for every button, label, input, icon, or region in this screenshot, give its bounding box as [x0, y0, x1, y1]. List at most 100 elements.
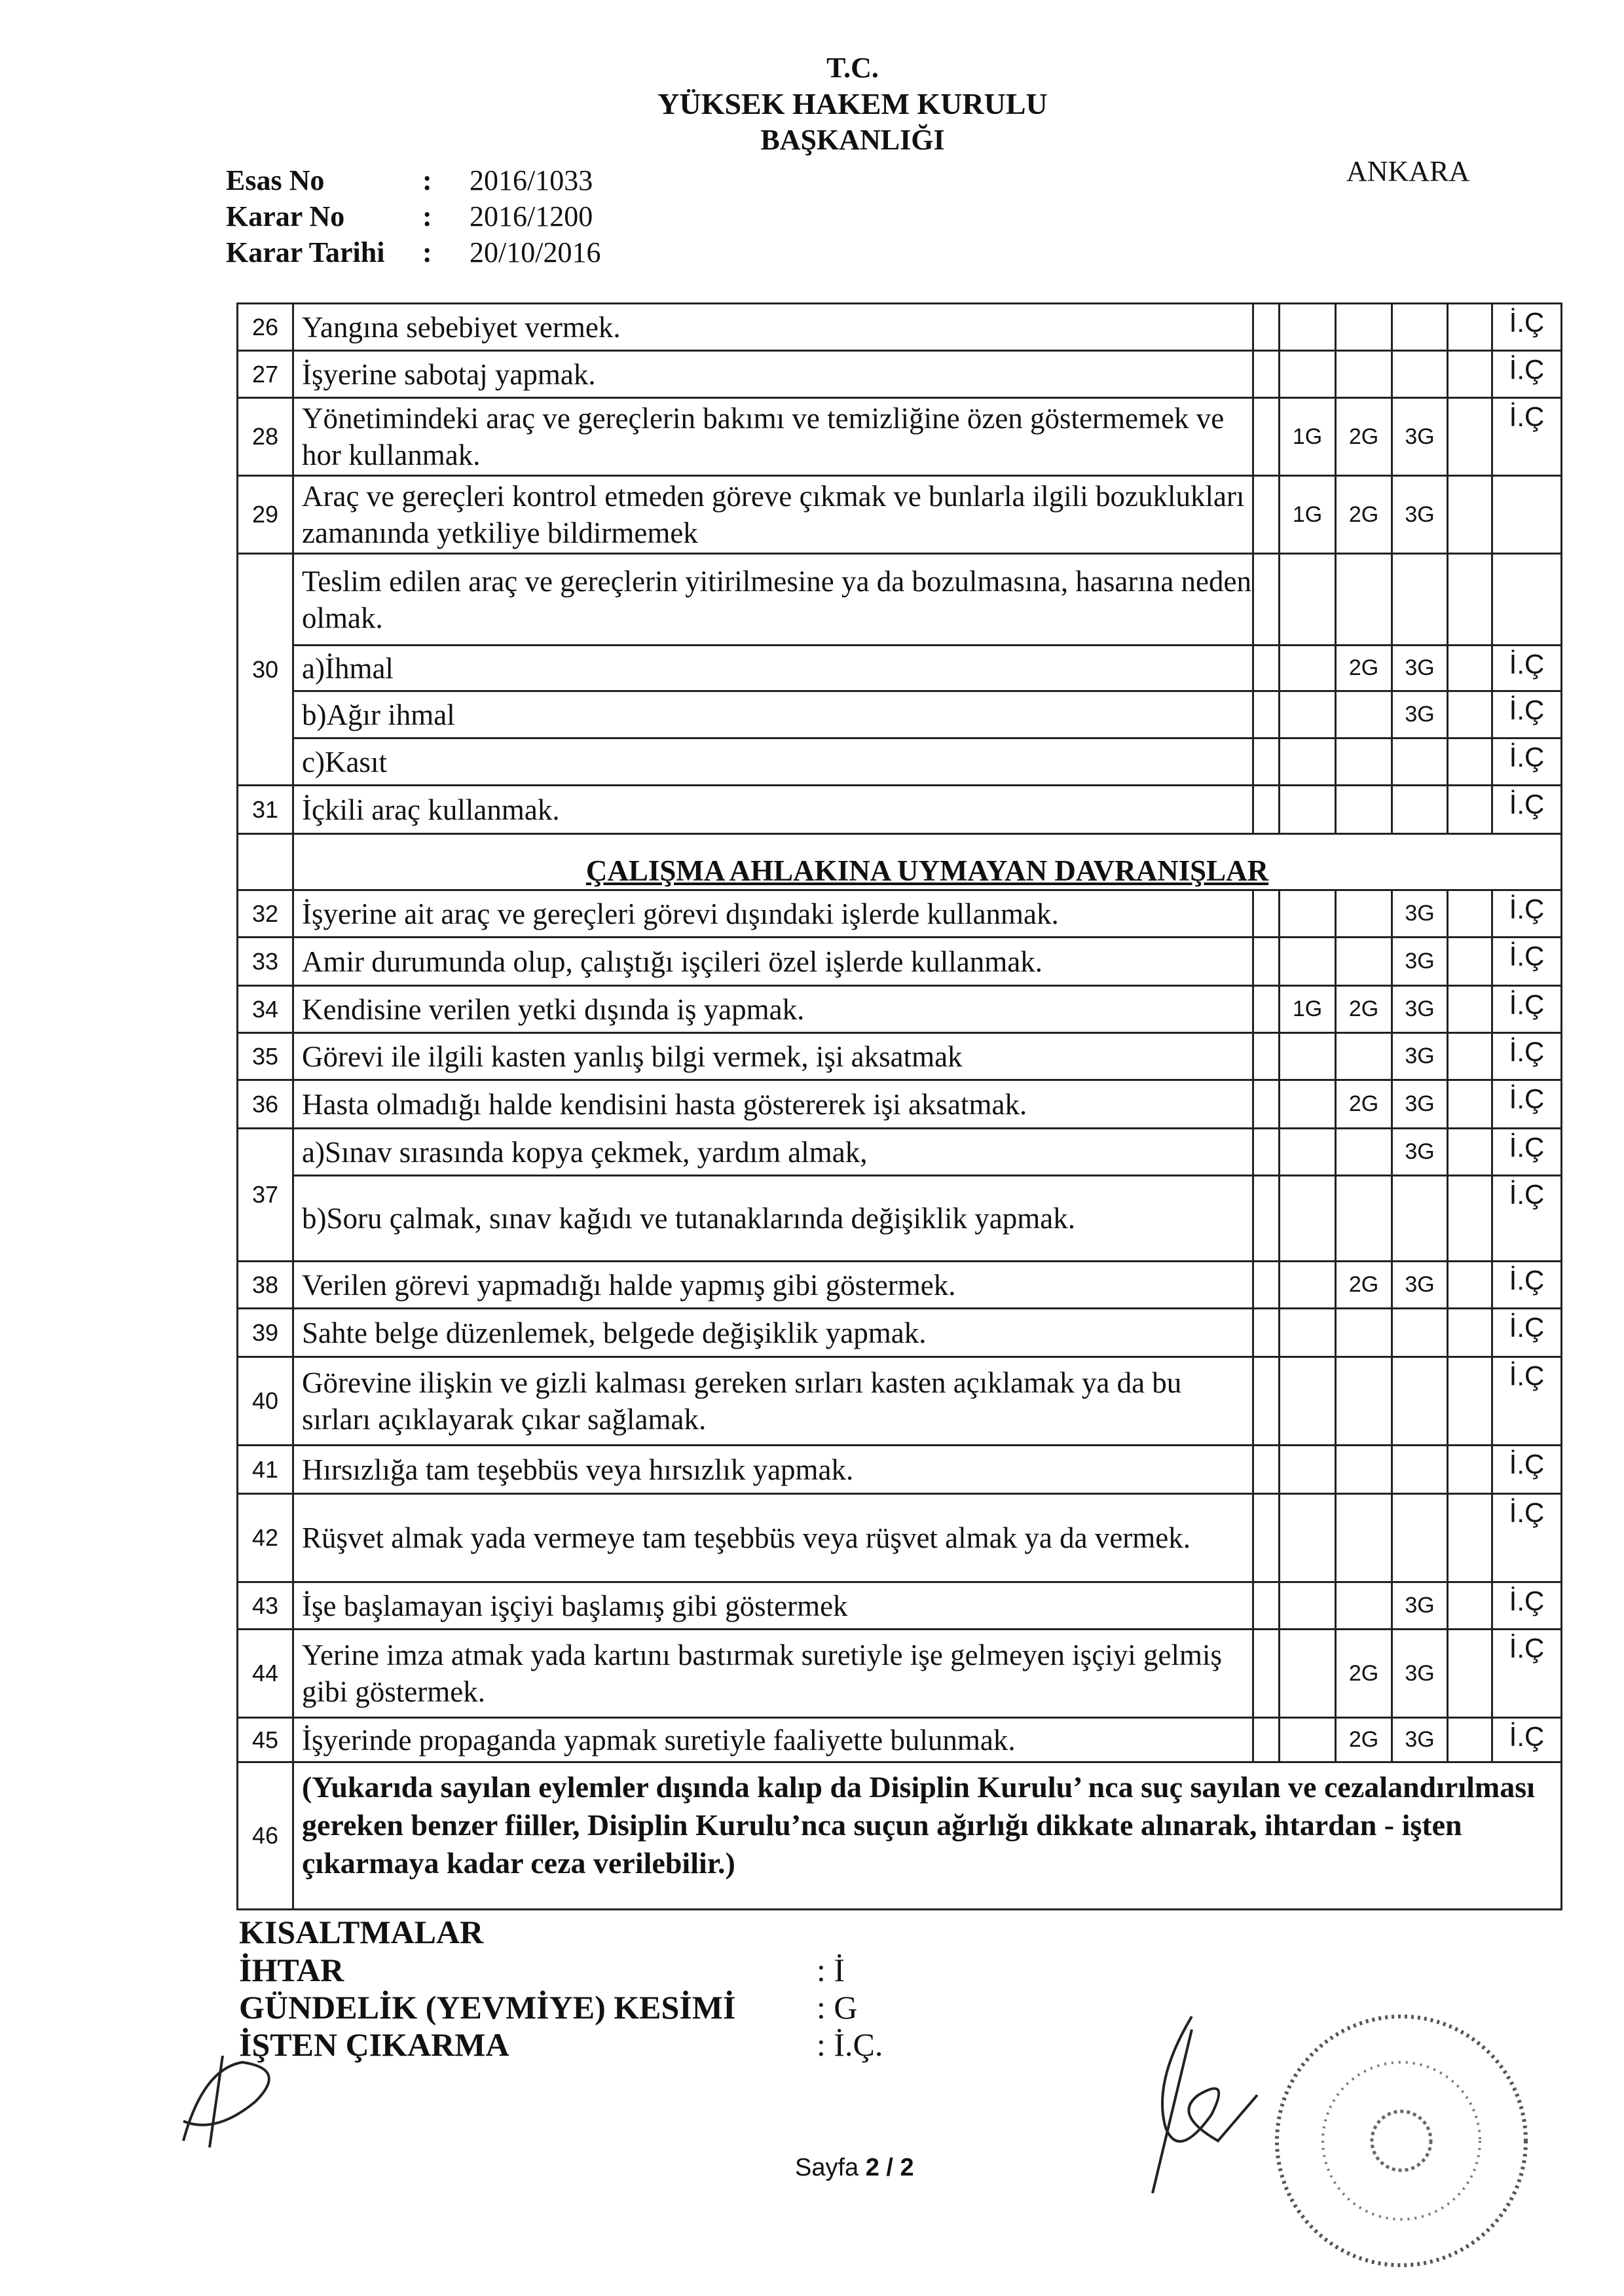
row-number: 41 — [236, 1444, 294, 1495]
grade-2g — [1335, 889, 1393, 938]
table-row: 26 Yangına sebebiyet vermek. İ.Ç — [236, 302, 1562, 352]
grade-2g — [1335, 302, 1393, 352]
row-text: b)Ağır ihmal — [292, 690, 1254, 739]
grade-dismissal: İ.Ç — [1491, 737, 1562, 786]
grade-2g: 2G — [1335, 644, 1393, 692]
meta-value: 2016/1200 — [470, 200, 593, 232]
grade-dismissal — [1491, 553, 1562, 646]
grade-dismissal: İ.Ç — [1491, 1581, 1562, 1630]
grade-3g: 3G — [1391, 1032, 1449, 1081]
row-text: İşe başlamayan işçiyi başlamış gibi göst… — [292, 1581, 1254, 1630]
grade-2g — [1335, 553, 1393, 646]
grade-2g — [1335, 936, 1393, 987]
row-text: Yönetimindeki araç ve gereçlerin bakımı … — [292, 397, 1254, 477]
table-row: 31 İçkili araç kullanmak. İ.Ç — [236, 784, 1562, 835]
row-text: Hasta olmadığı halde kendisini hasta gös… — [292, 1079, 1254, 1129]
meta-value: 2016/1033 — [470, 164, 593, 196]
grade-blank — [1252, 1628, 1280, 1719]
grade-dismissal: İ.Ç — [1491, 1444, 1562, 1495]
grade-blank — [1447, 350, 1493, 399]
row-number: 42 — [236, 1493, 294, 1583]
abbreviation-label: GÜNDELİK (YEVMİYE) KESİMİ — [239, 1989, 736, 2026]
row-number: 44 — [236, 1628, 294, 1719]
grade-blank — [1447, 1493, 1493, 1583]
grade-blank — [1252, 1356, 1280, 1446]
grade-1g — [1278, 936, 1337, 987]
grade-2g — [1335, 1356, 1393, 1446]
grade-blank — [1252, 350, 1280, 399]
grade-1g — [1278, 1717, 1337, 1763]
table-row: 41 Hırsızlığa tam teşebbüs veya hırsızlık… — [236, 1444, 1562, 1495]
grade-1g — [1278, 553, 1337, 646]
meta-value: 20/10/2016 — [470, 236, 601, 268]
grade-blank — [1447, 690, 1493, 739]
abbreviations-title: KISALTMALAR — [239, 1914, 484, 1950]
row-number: 29 — [236, 475, 294, 555]
table-row: 33 Amir durumunda olup, çalıştığı işçiler… — [236, 936, 1562, 987]
row-number: 31 — [236, 784, 294, 835]
table-row: 46 (Yukarıda sayılan eylemler dışında kal… — [236, 1761, 1562, 1910]
grade-blank — [1252, 889, 1280, 938]
grade-3g — [1391, 1307, 1449, 1358]
grade-1g — [1278, 1307, 1337, 1358]
row-number: 27 — [236, 350, 294, 399]
grade-2g — [1335, 690, 1393, 739]
grade-blank — [1252, 475, 1280, 555]
grade-3g: 3G — [1391, 1717, 1449, 1763]
grade-blank — [1447, 644, 1493, 692]
grade-dismissal: İ.Ç — [1491, 1717, 1562, 1763]
row-text: b)Soru çalmak, sınav kağıdı ve tutanakla… — [292, 1175, 1254, 1262]
table-row: a)İhmal 2G 3G İ.Ç — [238, 644, 1562, 692]
grade-3g: 3G — [1391, 1127, 1449, 1176]
grade-1g: 1G — [1278, 475, 1337, 555]
abbreviation-label: İHTAR — [239, 1952, 344, 1988]
row-number: 32 — [236, 889, 294, 938]
page-label: Sayfa — [795, 2154, 866, 2181]
grade-blank — [1252, 1127, 1280, 1176]
grade-blank — [1252, 302, 1280, 352]
grade-blank — [1252, 1307, 1280, 1358]
grade-1g — [1278, 302, 1337, 352]
section-heading: ÇALIŞMA AHLAKINA UYMAYAN DAVRANIŞLAR — [292, 833, 1562, 891]
row-number: 43 — [236, 1581, 294, 1630]
grade-blank — [1447, 1717, 1493, 1763]
grade-3g: 3G — [1391, 1260, 1449, 1309]
row-number: 35 — [236, 1032, 294, 1081]
grade-blank — [1447, 553, 1493, 646]
abbreviation-label: İŞTEN ÇIKARMA — [239, 2026, 509, 2063]
page-number: Sayfa 2 / 2 — [795, 2154, 914, 2182]
discipline-table: 26 Yangına sebebiyet vermek. İ.Ç 27 İşyerine… — [236, 302, 1562, 1910]
table-row: 35 Görevi ile ilgili kasten yanlış bilgi … — [236, 1032, 1562, 1081]
row-text: Teslim edilen araç ve gereçlerin yitiril… — [292, 553, 1254, 646]
table-row: 27 İşyerine sabotaj yapmak. İ.Ç — [236, 350, 1562, 399]
table-row: b)Soru çalmak, sınav kağıdı ve tutanakla… — [238, 1175, 1562, 1262]
table-row: 29 Araç ve gereçleri kontrol etmeden göre… — [236, 475, 1562, 555]
grade-2g — [1335, 1444, 1393, 1495]
grade-3g — [1391, 784, 1449, 835]
grade-2g — [1335, 1493, 1393, 1583]
grade-2g: 2G — [1335, 1260, 1393, 1309]
row-text: İşyerinde propaganda yapmak suretiyle fa… — [292, 1717, 1254, 1763]
grade-3g: 3G — [1391, 690, 1449, 739]
table-row: 30 Teslim edilen araç ve gereçlerin yitir… — [236, 553, 1562, 786]
grade-2g — [1335, 1581, 1393, 1630]
row-text: Yangına sebebiyet vermek. — [292, 302, 1254, 352]
row-number: 34 — [236, 985, 294, 1034]
grade-2g: 2G — [1335, 475, 1393, 555]
row-text: c)Kasıt — [292, 737, 1254, 786]
grade-dismissal: İ.Ç — [1491, 1307, 1562, 1358]
grade-blank — [1252, 1260, 1280, 1309]
grade-1g: 1G — [1278, 397, 1337, 477]
row-number: 37 — [236, 1127, 294, 1262]
grade-3g: 3G — [1391, 985, 1449, 1034]
abbreviation-value: : İ.Ç. — [817, 2026, 883, 2063]
row-number: 38 — [236, 1260, 294, 1309]
grade-2g: 2G — [1335, 985, 1393, 1034]
grade-dismissal: İ.Ç — [1491, 1079, 1562, 1129]
grade-blank — [1447, 1581, 1493, 1630]
grade-2g — [1335, 1032, 1393, 1081]
row-text: Amir durumunda olup, çalıştığı işçileri … — [292, 936, 1254, 987]
grade-1g — [1278, 1493, 1337, 1583]
grade-blank — [1252, 690, 1280, 739]
grade-dismissal: İ.Ç — [1491, 1356, 1562, 1446]
